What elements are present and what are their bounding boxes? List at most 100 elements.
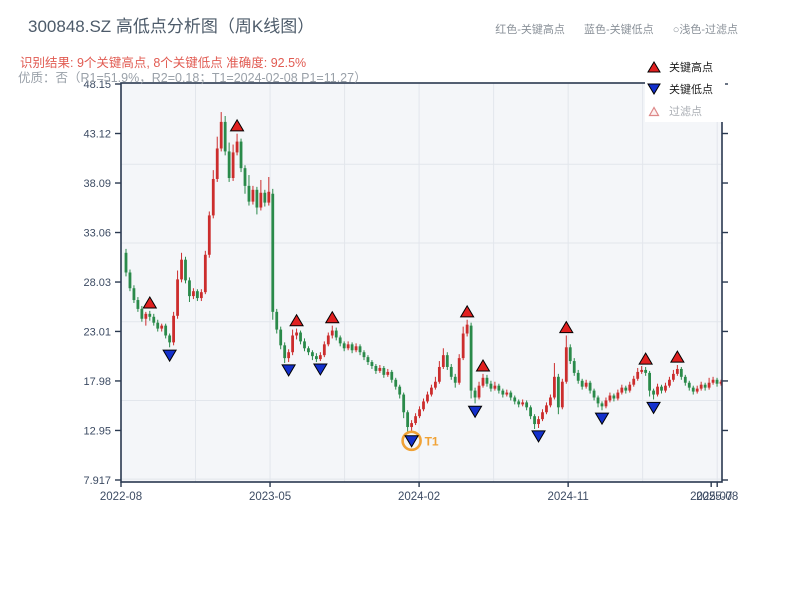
y-axis-tick-label: 7.917 (83, 475, 111, 487)
candle-body (382, 367, 386, 375)
y-axis-tick-label: 48.15 (83, 79, 111, 91)
key-low-marker (467, 405, 483, 419)
candle-body (172, 315, 175, 343)
candle-body (203, 254, 207, 293)
candle-body (338, 337, 342, 344)
candle-body (152, 316, 156, 323)
candle-body (620, 387, 624, 393)
candle-body (644, 369, 648, 373)
legend-item-key-high: 关键高点 (647, 59, 725, 74)
candle-body (267, 191, 271, 203)
key-high-marker (229, 118, 245, 132)
candle-body (687, 382, 691, 388)
legend-label-filter: 过滤点 (669, 105, 702, 118)
candle-body (196, 291, 199, 299)
candle-body (168, 335, 172, 343)
key-low-marker (531, 430, 546, 443)
candle-body (600, 403, 604, 407)
candle-body (501, 390, 505, 395)
candle-body (588, 382, 592, 391)
candle-body (648, 372, 651, 391)
candle-body (608, 395, 612, 401)
candle-body (176, 279, 179, 316)
candle-body (612, 395, 616, 399)
x-axis-tick-label: 2023-05 (249, 491, 291, 503)
candle-body (695, 388, 699, 392)
candle-body (525, 402, 529, 408)
quality-summary-text: 优质：否（R1=51.9%，R2=0.18；T1=2024-02-08 P1=1… (18, 71, 367, 85)
candle-body (374, 365, 378, 371)
color-key-high: 红色-关键高点 (495, 24, 565, 36)
candle-body (497, 385, 501, 391)
candle-body (259, 192, 263, 208)
y-axis-tick-label: 12.95 (83, 425, 111, 437)
legend-label-key-high: 关键高点 (669, 61, 713, 74)
candle-body (243, 168, 247, 186)
x-axis-tick-label: 2025-07 (690, 491, 732, 503)
candle-body (295, 332, 298, 336)
candle-body (576, 372, 580, 381)
candle-body (215, 148, 219, 179)
candle-body (164, 325, 168, 336)
candle-body (307, 348, 310, 353)
candle-body (640, 369, 644, 372)
x-axis-tick-label: 2024-02 (398, 491, 440, 503)
candle-body (227, 151, 231, 178)
candle-body (553, 376, 556, 398)
candle-body (390, 371, 394, 380)
candle-body (660, 386, 663, 391)
candle-body (430, 387, 433, 395)
candle-body (529, 407, 532, 417)
candle-body (271, 193, 275, 312)
candle-body (136, 300, 140, 309)
candle-body (683, 376, 687, 383)
x-axis-tick-label: 2025-08 (696, 491, 738, 503)
candle-body (263, 192, 267, 203)
candle-body (652, 390, 655, 395)
candle-body (192, 291, 195, 297)
candle-body (283, 345, 287, 359)
key-low-marker (404, 435, 419, 448)
candle-body (219, 121, 223, 149)
color-key-legend: 红色-关键高点 蓝色-关键低点 ○浅色-过滤点 (495, 21, 738, 37)
candle-body (691, 387, 695, 392)
candle-body (509, 392, 513, 398)
red-triangle-up-icon (647, 60, 661, 73)
candle-body (247, 185, 251, 202)
y-axis-tick-label: 17.98 (83, 376, 111, 388)
key-high-marker (459, 304, 475, 318)
candle-body (719, 381, 723, 384)
candle-body (251, 189, 255, 202)
key-low-marker (281, 364, 297, 377)
candle-body (560, 381, 564, 408)
x-axis-tick-label: 2024-11 (547, 491, 588, 503)
candle-body (449, 366, 453, 377)
color-key-filter: ○浅色-过滤点 (672, 24, 738, 36)
candle-body (287, 352, 291, 359)
candle-body (386, 371, 390, 375)
recognition-result-text: 识别结果: 9个关键高点, 8个关键低点 准确度: 92.5% (20, 56, 307, 70)
candle-body (279, 329, 283, 346)
light-triangle-outline-icon (647, 105, 661, 117)
candle-body (632, 378, 636, 385)
candle-body (541, 412, 544, 420)
candle-body (580, 380, 584, 387)
x-axis-tick-label: 2022-08 (100, 491, 142, 503)
key-low-marker (646, 401, 661, 415)
color-key-low: 蓝色-关键低点 (583, 24, 654, 36)
key-low-marker (312, 363, 328, 376)
candle-body (235, 141, 239, 153)
candle-body (461, 333, 465, 359)
candle-body (445, 355, 449, 367)
candle-body (664, 385, 667, 391)
t1-label: T1 (425, 434, 439, 448)
candle-body (533, 416, 536, 425)
candle-body (422, 401, 425, 410)
legend-item-key-low: 关键低点 (647, 81, 725, 96)
candle-body (453, 376, 457, 383)
candle-body (537, 419, 540, 425)
candle-body (556, 376, 560, 408)
candle-body (441, 355, 445, 367)
